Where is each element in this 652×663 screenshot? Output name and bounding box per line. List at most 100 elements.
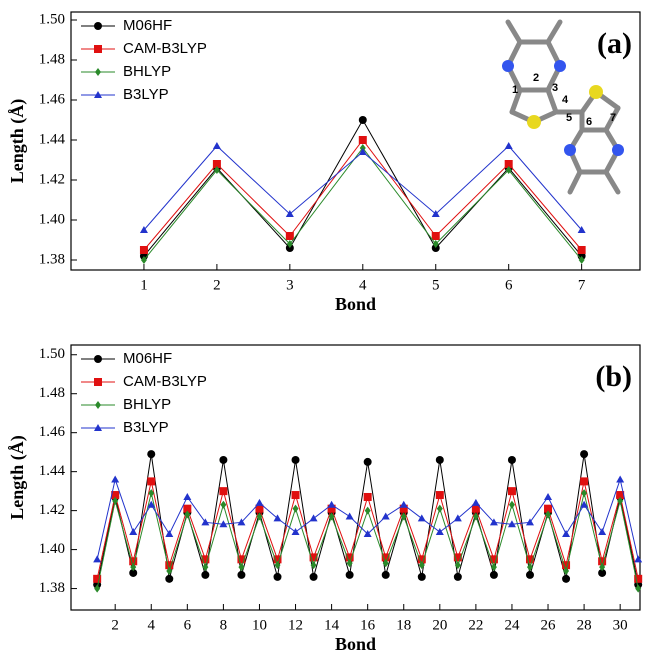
marker xyxy=(365,507,371,515)
marker xyxy=(359,116,367,124)
x-tick-label: 1 xyxy=(140,277,148,293)
legend-marker xyxy=(94,45,102,53)
marker xyxy=(509,501,515,509)
legend-marker xyxy=(94,378,102,386)
marker xyxy=(437,505,443,513)
marker xyxy=(526,518,534,525)
marker xyxy=(432,232,440,240)
series-line xyxy=(144,140,582,250)
marker xyxy=(634,555,642,562)
marker xyxy=(201,571,209,579)
x-tick-label: 5 xyxy=(432,277,440,293)
y-tick-label: 1.50 xyxy=(39,346,65,362)
y-tick-label: 1.48 xyxy=(39,51,65,67)
marker xyxy=(526,571,534,579)
marker xyxy=(580,477,588,485)
x-tick-label: 28 xyxy=(577,617,592,633)
atom-label: 1 xyxy=(512,84,518,96)
marker xyxy=(562,530,570,537)
figure: 1.381.401.421.441.461.481.501234567BondL… xyxy=(0,0,652,663)
x-tick-label: 12 xyxy=(288,617,303,633)
marker xyxy=(220,501,226,509)
marker xyxy=(400,501,408,508)
marker xyxy=(436,491,444,499)
legend-label: CAM-B3LYP xyxy=(123,40,207,57)
y-tick-label: 1.44 xyxy=(39,463,66,479)
panel-label: (a) xyxy=(597,27,632,60)
x-tick-label: 2 xyxy=(213,277,221,293)
marker xyxy=(183,493,191,500)
marker xyxy=(219,487,227,495)
marker xyxy=(454,573,462,581)
legend-marker xyxy=(95,68,101,76)
marker xyxy=(129,528,137,535)
y-tick-label: 1.38 xyxy=(39,251,65,267)
x-tick-label: 4 xyxy=(148,617,156,633)
y-axis-title: Length (Å) xyxy=(7,435,28,520)
y-tick-label: 1.38 xyxy=(39,580,65,596)
marker xyxy=(508,487,516,495)
marker xyxy=(346,571,354,579)
marker xyxy=(505,142,513,149)
series-line xyxy=(144,146,582,230)
legend-label: M06HF xyxy=(123,17,172,34)
y-tick-label: 1.50 xyxy=(39,11,65,27)
x-tick-label: 16 xyxy=(360,617,376,633)
marker xyxy=(286,232,294,240)
marker xyxy=(165,530,173,537)
marker xyxy=(93,555,101,562)
x-tick-label: 8 xyxy=(220,617,228,633)
x-tick-label: 20 xyxy=(432,617,447,633)
marker xyxy=(346,512,354,519)
marker xyxy=(201,518,209,525)
marker xyxy=(382,512,390,519)
atom-label: 7 xyxy=(610,112,616,124)
atom-label: 5 xyxy=(566,112,572,124)
marker xyxy=(273,573,281,581)
marker xyxy=(598,528,606,535)
marker xyxy=(293,505,299,513)
series-line xyxy=(144,148,582,260)
marker xyxy=(165,575,173,583)
marker xyxy=(147,450,155,458)
x-tick-label: 10 xyxy=(252,617,267,633)
marker xyxy=(578,246,586,254)
legend-label: M06HF xyxy=(123,350,172,367)
y-tick-label: 1.42 xyxy=(39,171,65,187)
marker xyxy=(237,571,245,579)
legend-label: CAM-B3LYP xyxy=(123,373,207,390)
x-tick-label: 6 xyxy=(184,617,192,633)
x-tick-label: 3 xyxy=(286,277,294,293)
y-tick-label: 1.42 xyxy=(39,502,65,518)
x-tick-label: 14 xyxy=(324,617,340,633)
marker xyxy=(616,475,624,482)
x-axis-title: Bond xyxy=(335,294,376,314)
marker xyxy=(418,573,426,581)
x-tick-label: 7 xyxy=(578,277,586,293)
legend-marker xyxy=(95,401,101,409)
x-tick-label: 26 xyxy=(541,617,557,633)
marker xyxy=(508,456,516,464)
x-axis-title: Bond xyxy=(335,634,376,654)
marker xyxy=(436,456,444,464)
y-tick-label: 1.48 xyxy=(39,385,65,401)
marker xyxy=(310,514,318,521)
marker xyxy=(436,528,444,535)
marker xyxy=(292,491,300,499)
x-tick-label: 18 xyxy=(396,617,411,633)
x-tick-label: 22 xyxy=(468,617,483,633)
marker xyxy=(255,499,263,506)
legend-label: B3LYP xyxy=(123,86,169,103)
atom-label: 2 xyxy=(533,72,539,84)
y-axis-title: Length (Å) xyxy=(7,99,28,184)
x-tick-label: 30 xyxy=(613,617,628,633)
x-tick-label: 6 xyxy=(505,277,513,293)
marker xyxy=(359,136,367,144)
legend-marker xyxy=(94,355,102,363)
marker xyxy=(418,514,426,521)
atom-label: 3 xyxy=(552,82,558,94)
atom-label: 6 xyxy=(586,116,592,128)
x-tick-label: 24 xyxy=(504,617,520,633)
legend-label: BHLYP xyxy=(123,63,171,80)
atom-label: 4 xyxy=(562,94,569,106)
